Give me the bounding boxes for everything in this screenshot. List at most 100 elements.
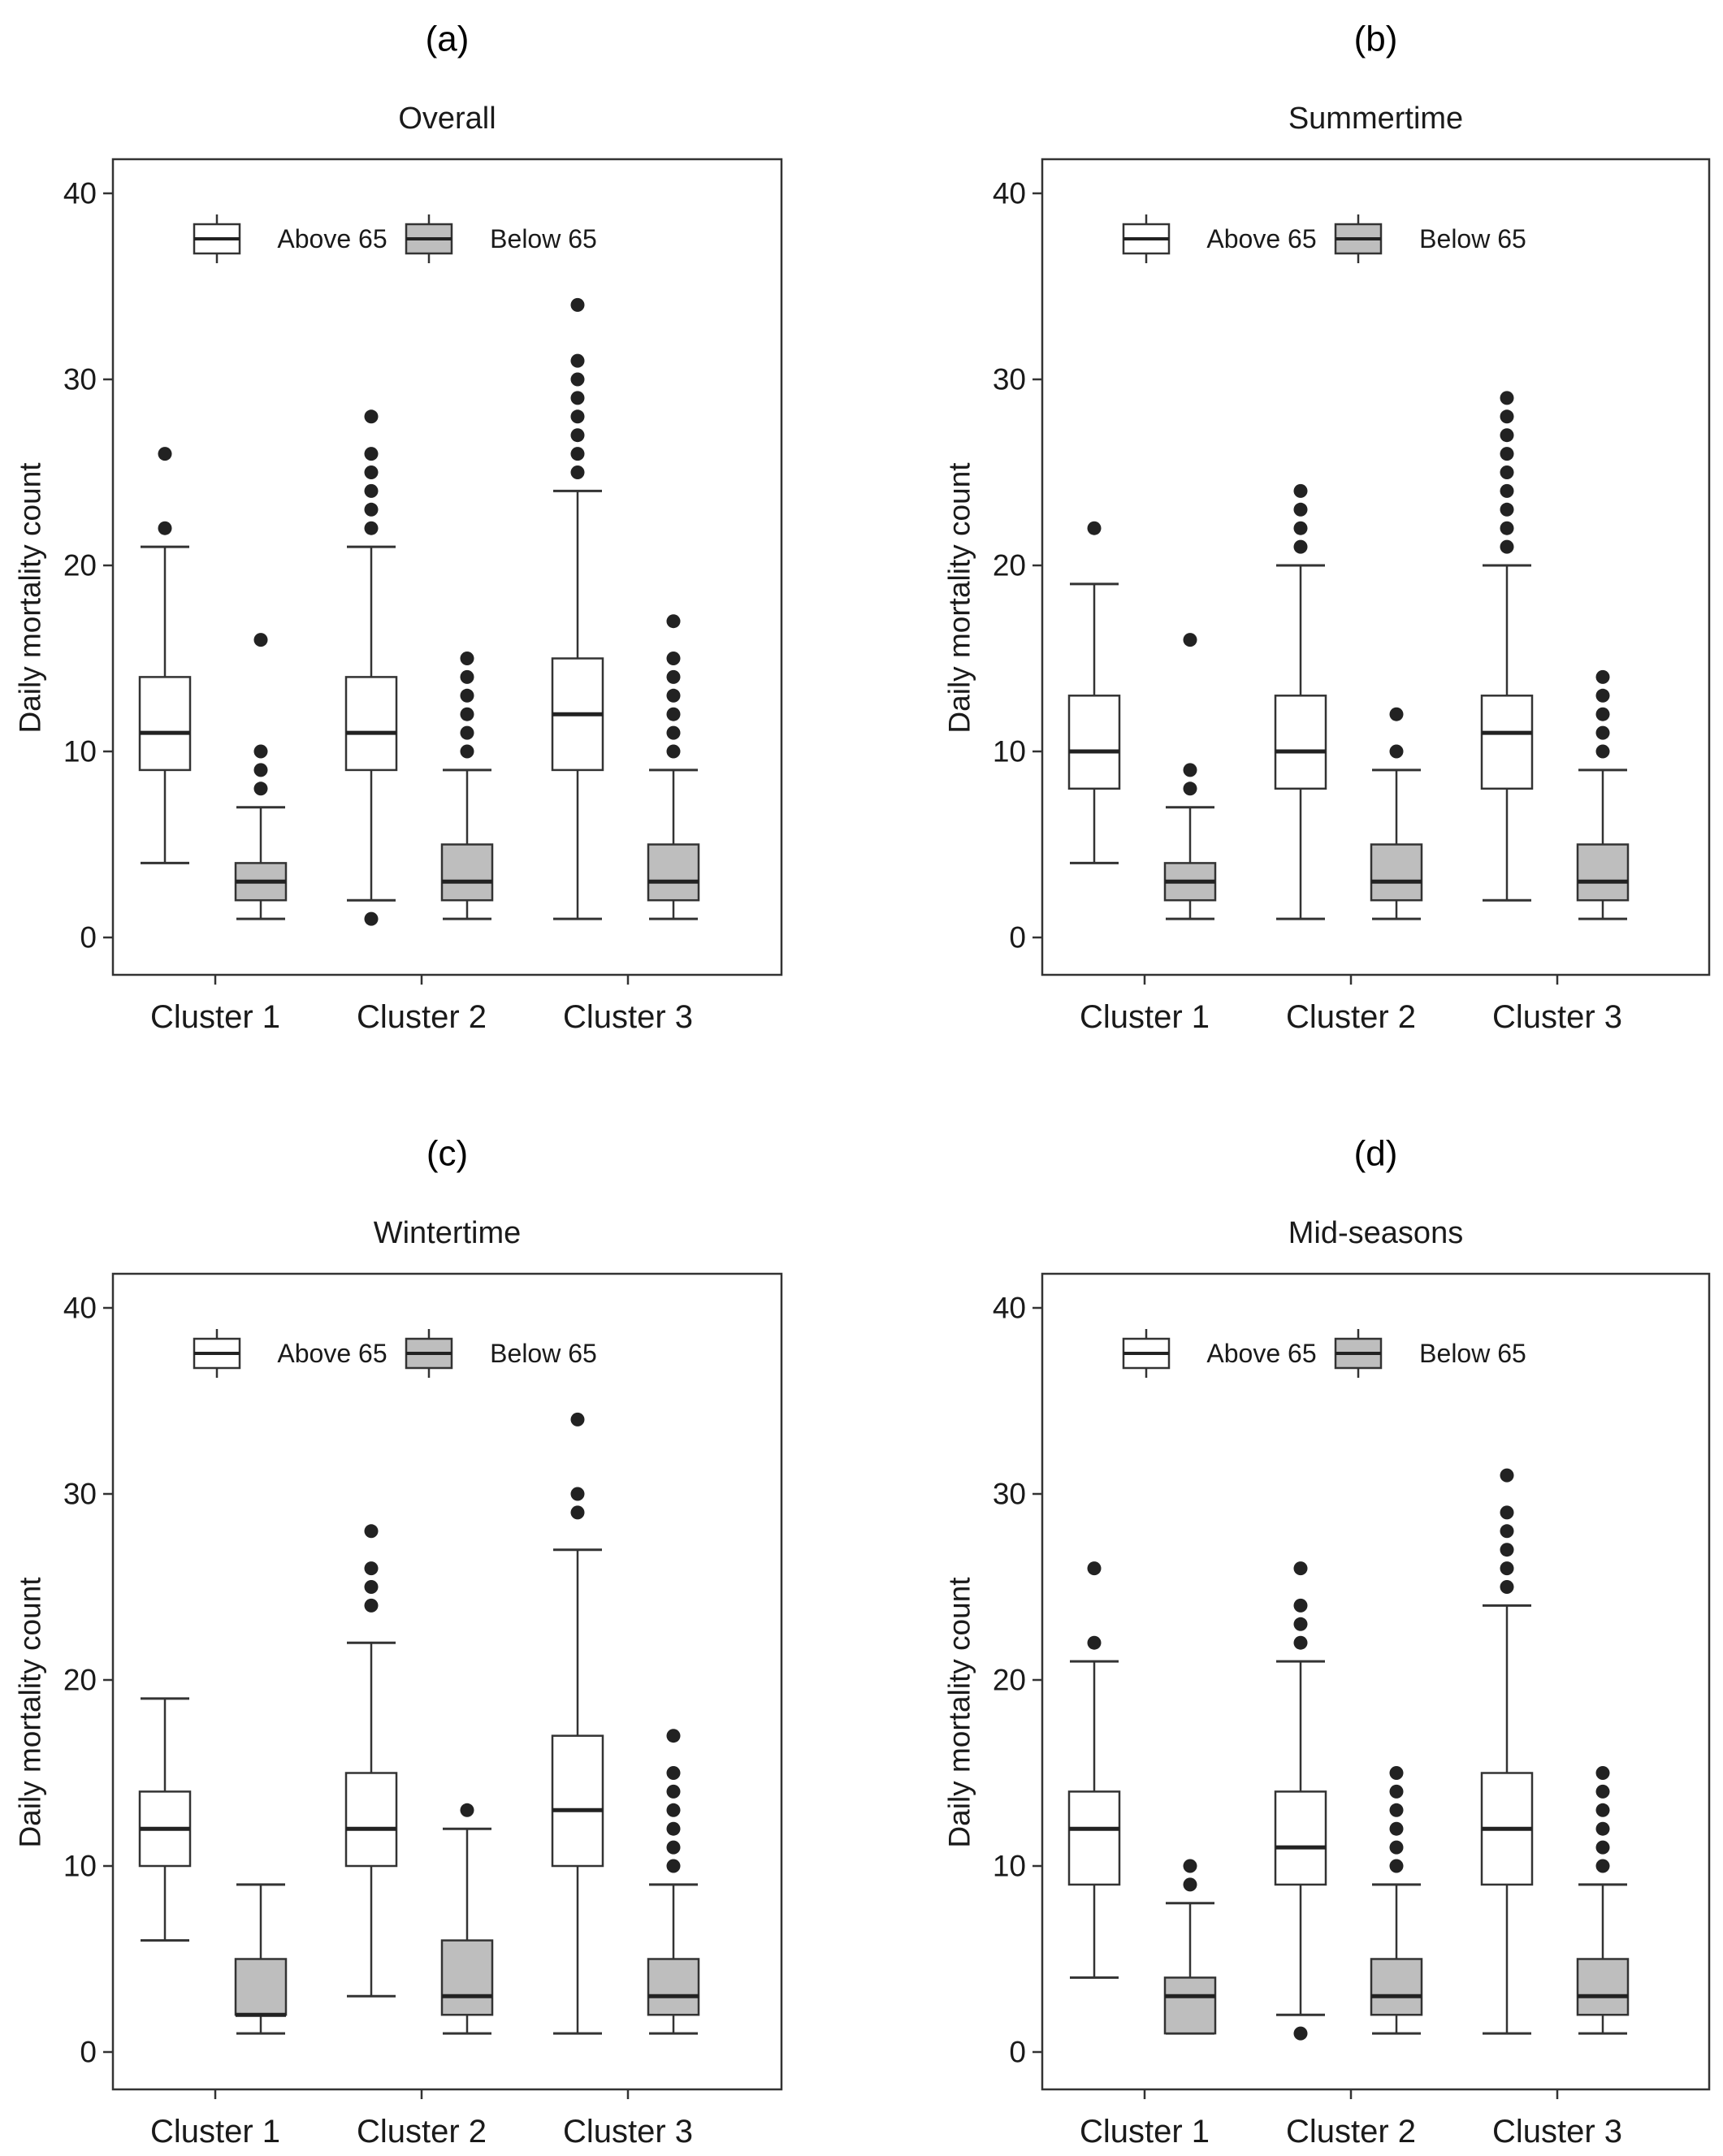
box-below-65-cluster-2	[1370, 707, 1423, 920]
y-tick-label: 40	[993, 1292, 1026, 1325]
panel-letter: (b)	[1354, 19, 1398, 59]
box-above-65-cluster-2	[344, 1524, 398, 1998]
box-iqr	[344, 1772, 398, 1868]
y-tick-label: 40	[993, 177, 1026, 210]
chart-panel-3: (c) Wintertime 0 10 20 30 40 Daily mortality co…	[14, 1134, 783, 2150]
outlier-point	[1389, 1859, 1404, 1873]
x-tick-label: Cluster 2	[357, 2114, 487, 2150]
outlier-point	[460, 652, 474, 665]
box-below-65-cluster-3	[647, 1729, 700, 2035]
chart-title: Mid-seasons	[1288, 1216, 1463, 1250]
box-iqr	[138, 676, 192, 772]
y-tick-label: 0	[1009, 921, 1026, 955]
outlier-point	[253, 633, 268, 647]
y-tick-label: 40	[63, 1292, 97, 1325]
x-tick-label: Cluster 1	[1080, 2114, 1210, 2150]
outlier-point	[570, 353, 585, 368]
box-iqr	[1067, 695, 1121, 790]
outlier-point	[666, 1729, 681, 1743]
outlier-point	[666, 1784, 681, 1799]
outlier-point	[1500, 409, 1514, 424]
y-axis-label: Daily mortality count	[14, 462, 47, 734]
legend: Above 65 Below 65	[193, 1329, 597, 1378]
box-iqr	[1067, 1790, 1121, 1886]
box-iqr	[440, 843, 494, 902]
y-tick-label: 30	[993, 1478, 1026, 1511]
box-above-65-cluster-2	[344, 409, 398, 926]
outlier-point	[364, 483, 379, 498]
y-tick-label: 0	[1009, 2036, 1026, 2069]
outlier-point	[1293, 521, 1308, 535]
outlier-point	[1595, 1766, 1610, 1780]
x-tick-label: Cluster 3	[1492, 999, 1622, 1035]
legend-label: Above 65	[1206, 1339, 1316, 1368]
outlier-point	[666, 1840, 681, 1855]
outlier-point	[666, 1859, 681, 1873]
box-above-65-cluster-3	[1480, 1468, 1534, 2035]
box-above-65-cluster-3	[551, 297, 604, 920]
outlier-point	[1183, 763, 1197, 777]
outlier-point	[1595, 1821, 1610, 1836]
box-below-65-cluster-1	[1163, 1859, 1217, 2035]
x-tick-label: Cluster 1	[1080, 999, 1210, 1035]
outlier-point	[570, 447, 585, 461]
outlier-point	[364, 911, 379, 926]
legend-label: Below 65	[490, 224, 597, 253]
box-above-65-cluster-2	[1274, 483, 1327, 920]
outlier-point	[570, 391, 585, 405]
outlier-point	[666, 669, 681, 684]
outlier-point	[1293, 483, 1308, 498]
box-iqr	[440, 1939, 494, 2016]
outlier-point	[666, 1821, 681, 1836]
outlier-point	[666, 614, 681, 629]
outlier-point	[570, 1505, 585, 1520]
chart-title: Summertime	[1288, 102, 1463, 136]
x-tick-label: Cluster 2	[1286, 999, 1416, 1035]
chart-title: Wintertime	[374, 1216, 522, 1250]
outlier-point	[364, 502, 379, 517]
y-tick-label: 20	[63, 549, 97, 582]
outlier-point	[1500, 1524, 1514, 1539]
outlier-point	[460, 1803, 474, 1817]
outlier-point	[1087, 1561, 1102, 1576]
outlier-point	[1595, 1840, 1610, 1855]
plot-frame	[111, 158, 783, 976]
y-tick-label: 20	[993, 549, 1026, 582]
outlier-point	[1183, 781, 1197, 796]
outlier-point	[1500, 539, 1514, 554]
outlier-point	[1500, 483, 1514, 498]
chart-title: Overall	[398, 102, 496, 136]
y-tick-label: 30	[63, 1478, 97, 1511]
outlier-point	[1389, 707, 1404, 721]
legend: Above 65 Below 65	[1122, 1329, 1526, 1378]
outlier-point	[1500, 1543, 1514, 1557]
outlier-point	[460, 688, 474, 703]
legend-label: Above 65	[1206, 224, 1316, 253]
y-tick-label: 30	[63, 363, 97, 396]
box-below-65-cluster-2	[440, 652, 494, 920]
box-iqr	[1576, 1958, 1630, 2016]
outlier-point	[1293, 1598, 1308, 1613]
box-iqr	[647, 843, 700, 902]
outlier-point	[570, 409, 585, 424]
outlier-point	[364, 1598, 379, 1613]
box-below-65-cluster-1	[234, 633, 288, 920]
box-iqr	[1274, 695, 1327, 790]
outlier-point	[1500, 502, 1514, 517]
x-tick-label: Cluster 3	[563, 999, 693, 1035]
x-tick-label: Cluster 2	[357, 999, 487, 1035]
outlier-point	[1293, 2026, 1308, 2041]
outlier-point	[460, 725, 474, 740]
y-tick-label: 10	[993, 735, 1026, 768]
legend-label: Below 65	[1419, 1339, 1526, 1368]
legend: Above 65 Below 65	[193, 214, 597, 263]
y-tick-label: 20	[63, 1664, 97, 1697]
outlier-point	[158, 447, 172, 461]
outlier-point	[1595, 1859, 1610, 1873]
y-tick-label: 10	[63, 1850, 97, 1883]
outlier-point	[364, 521, 379, 535]
y-tick-label: 40	[63, 177, 97, 210]
outlier-point	[570, 465, 585, 479]
x-tick-label: Cluster 3	[1492, 2114, 1622, 2150]
chart-panel-1: (a) Overall 0 10 20 30 40 Daily mortality count…	[14, 19, 783, 1035]
